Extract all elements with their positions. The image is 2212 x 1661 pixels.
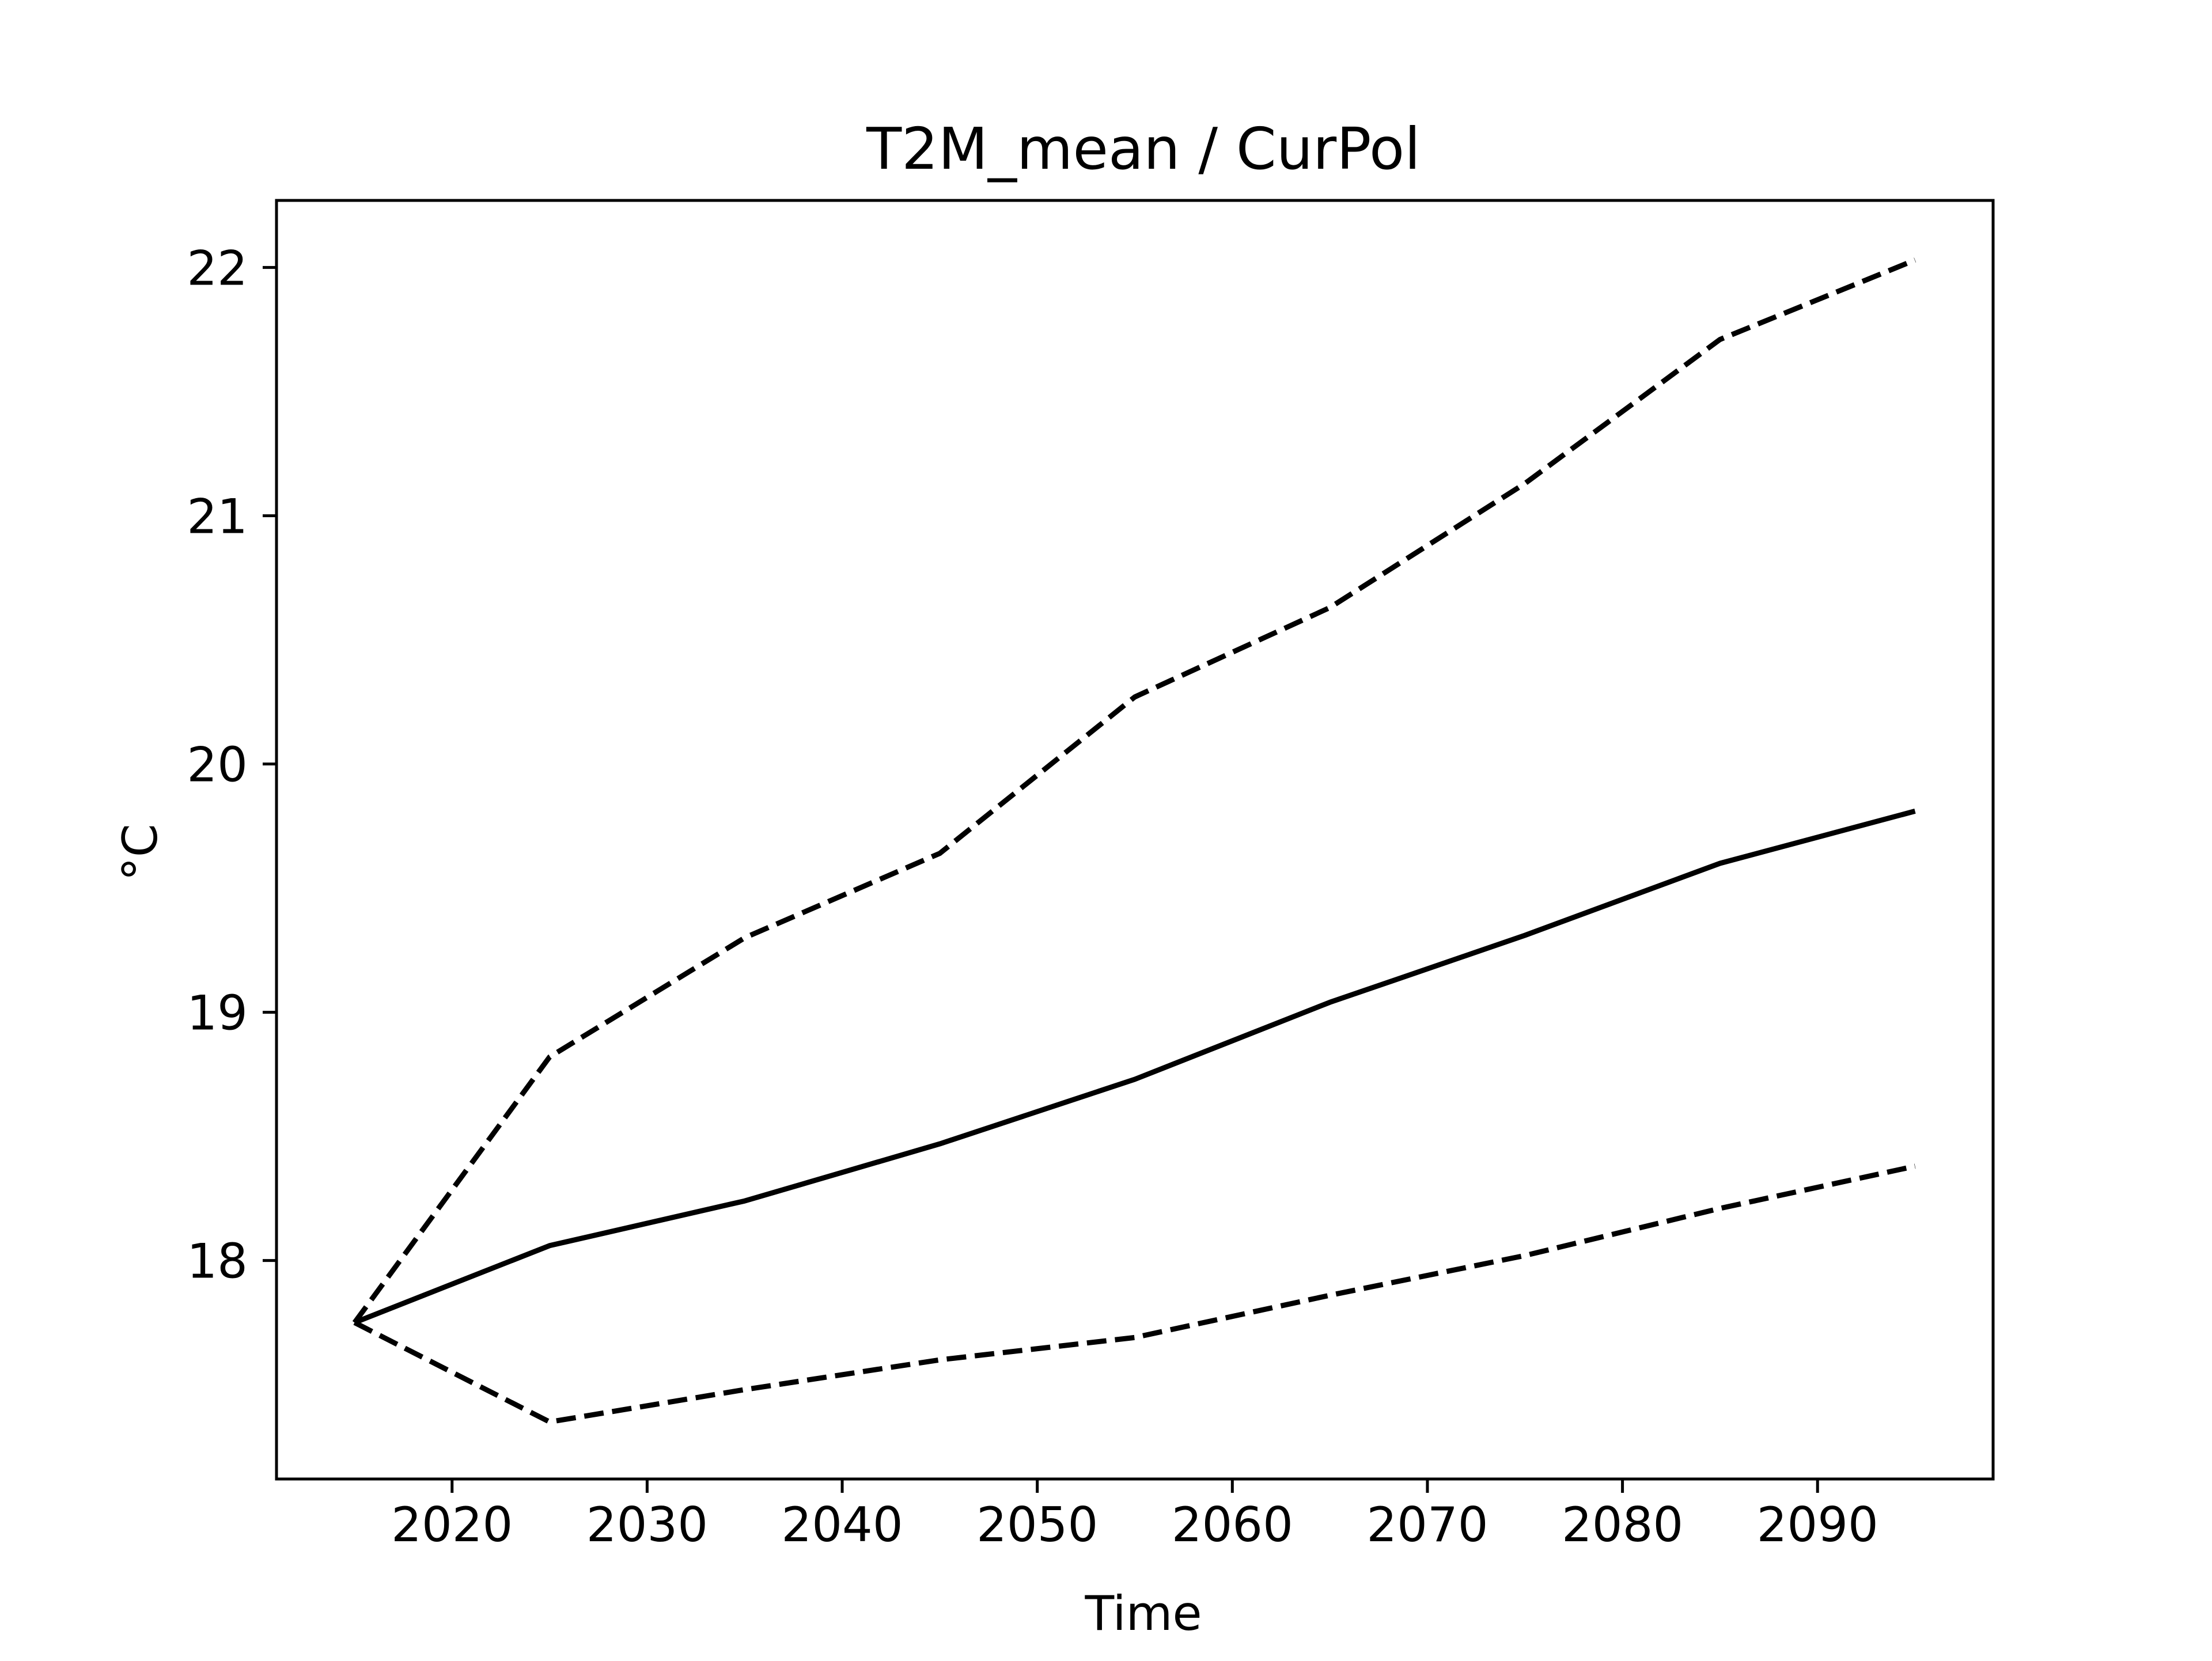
axes-layer: 2020 2030 2040 2050 2060 2070 2080 2090 18 19 20 21… (187, 199, 1995, 1553)
y-tick-label-18: 18 (187, 1234, 248, 1290)
series-line-3 (353, 1163, 1916, 1425)
x-tick-label-2070: 2070 (1366, 1497, 1488, 1553)
x-tick-label-2050: 2050 (976, 1497, 1098, 1553)
y-tick-label-22: 22 (187, 240, 248, 296)
x-tick-label-2090: 2090 (1757, 1497, 1878, 1553)
x-tick-label-2030: 2030 (586, 1497, 708, 1553)
plot-frame (275, 199, 1995, 1481)
series-line-1 (352, 257, 1916, 1325)
x-tick-label-2080: 2080 (1562, 1497, 1683, 1553)
y-tick-label-21: 21 (187, 488, 248, 544)
y-tick-label-19: 19 (187, 985, 248, 1041)
series-line-2 (353, 809, 1916, 1325)
y-axis-label: °C (112, 824, 168, 881)
x-tick-label-2060: 2060 (1172, 1497, 1293, 1553)
series-layer (352, 257, 1916, 1425)
x-tick-label-2020: 2020 (391, 1497, 513, 1553)
x-tick-label-2040: 2040 (781, 1497, 903, 1553)
x-axis-label: Time (1084, 1586, 1202, 1641)
y-tick-label-20: 20 (187, 737, 248, 793)
chart-title: T2M_mean / CurPol (866, 115, 1421, 183)
